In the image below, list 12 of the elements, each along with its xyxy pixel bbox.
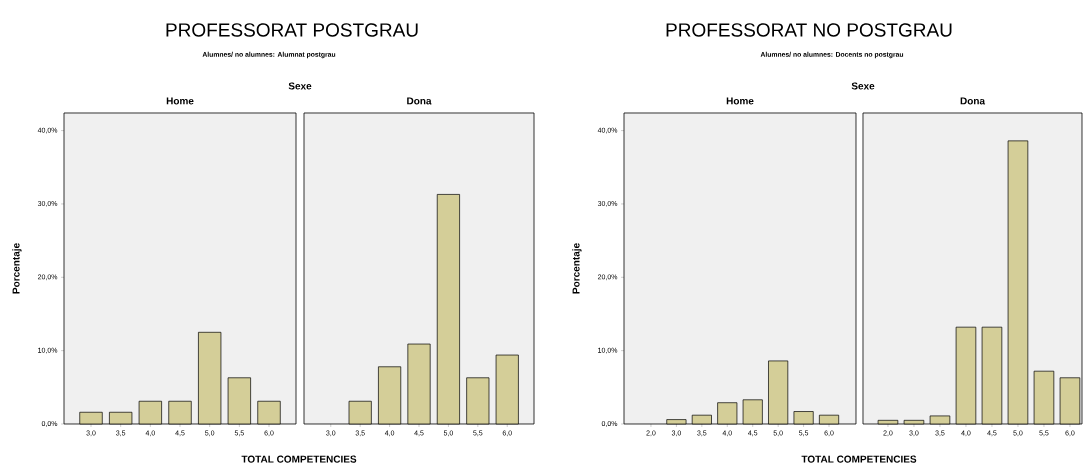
x-axis-title: TOTAL COMPETENCIES xyxy=(241,455,357,463)
text: Sexe xyxy=(851,82,875,90)
chart-title: Home xyxy=(166,97,194,105)
text: Sexe xyxy=(288,82,312,90)
y-axis-title: Porcentaje xyxy=(572,243,582,294)
text: PROFESSORAT POSTGRAU xyxy=(166,23,418,37)
chart-title: Home xyxy=(726,97,754,105)
text: PROFESSORAT NO POSTGRAU xyxy=(666,23,952,37)
chart-title: Dona xyxy=(407,97,432,105)
x-axis-title: TOTAL COMPETENCIES xyxy=(801,455,917,463)
y-axis-title: Porcentaje xyxy=(12,243,22,294)
chart-title: Dona xyxy=(960,97,986,105)
